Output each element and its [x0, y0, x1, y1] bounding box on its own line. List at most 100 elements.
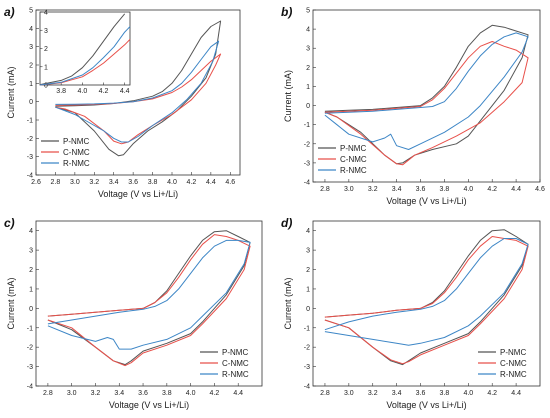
x-tick-label: 3.4	[392, 186, 402, 193]
series-line-c-nmc	[324, 236, 529, 365]
inset-x-tick-label: 4.4	[120, 88, 130, 95]
x-tick-label: 3.2	[368, 186, 378, 193]
y-tick-label: 2	[29, 267, 33, 274]
x-tick-label: 4.0	[167, 179, 177, 186]
x-tick-label: 3.4	[392, 390, 402, 397]
y-tick-label: 1	[29, 81, 33, 88]
inset-y-tick-label: 3	[44, 28, 48, 35]
y-axis-title: Current (mA)	[283, 277, 293, 329]
x-axis-title: Voltage (V vs Li+/Li)	[386, 400, 466, 410]
panel-label: d)	[281, 216, 292, 230]
y-axis-title: Current (mA)	[6, 66, 16, 118]
y-tick-label: 0	[306, 306, 310, 313]
y-tick-label: -2	[27, 136, 33, 143]
plot-frame	[35, 220, 263, 387]
x-tick-label: 3.8	[440, 390, 450, 397]
y-tick-label: -1	[27, 325, 33, 332]
inset-series-line-r-nmc	[39, 26, 131, 86]
x-tick-label: 3.0	[344, 186, 354, 193]
y-tick-label: 1	[306, 84, 310, 91]
x-tick-label: 4.2	[487, 390, 497, 397]
y-tick-label: -1	[304, 325, 310, 332]
y-tick-label: -2	[304, 141, 310, 148]
x-tick-label: 3.4	[114, 390, 124, 397]
y-tick-label: 3	[29, 44, 33, 51]
y-tick-label: 3	[306, 46, 310, 53]
inset-y-tick-label: 0	[44, 83, 48, 90]
inset-x-tick-label: 4.0	[77, 88, 87, 95]
y-tick-label: -4	[304, 180, 310, 187]
y-tick-label: -1	[304, 122, 310, 129]
series-line-r-nmc	[55, 40, 220, 143]
x-axis-title: Voltage (V vs Li+/Li)	[109, 400, 189, 410]
y-tick-label: 5	[306, 8, 310, 15]
legend-label-r-nmc: R-NMC	[500, 370, 527, 379]
inset-y-tick-label: 1	[44, 64, 48, 71]
y-tick-label: 1	[306, 286, 310, 293]
y-tick-label: 0	[306, 103, 310, 110]
legend-label-p-nmc: P-NMC	[500, 348, 526, 357]
inset-series-line-p-nmc	[39, 13, 126, 86]
plot-frame	[312, 9, 541, 183]
legend-label-p-nmc: P-NMC	[63, 137, 89, 146]
y-tick-label: 4	[29, 228, 33, 235]
series-line-c-nmc	[324, 41, 529, 166]
x-tick-label: 4.2	[210, 390, 220, 397]
x-tick-label: 4.6	[535, 186, 545, 193]
y-axis-title: Current (mA)	[6, 277, 16, 329]
series-line-p-nmc	[324, 24, 529, 165]
legend-label-c-nmc: C-NMC	[340, 155, 367, 164]
x-tick-label: 2.8	[51, 179, 61, 186]
x-tick-label: 2.8	[43, 390, 53, 397]
y-tick-label: 2	[306, 267, 310, 274]
x-tick-label: 4.0	[463, 186, 473, 193]
x-tick-label: 2.8	[320, 390, 330, 397]
x-tick-label: 3.6	[128, 179, 138, 186]
inset-y-tick-label: 2	[44, 46, 48, 53]
y-tick-label: 4	[29, 26, 33, 33]
legend-label-c-nmc: C-NMC	[222, 359, 249, 368]
x-tick-label: 3.0	[70, 179, 80, 186]
series-line-r-nmc	[324, 32, 529, 150]
x-tick-label: 3.2	[89, 179, 99, 186]
x-tick-label: 4.0	[463, 390, 473, 397]
x-tick-label: 2.6	[31, 179, 41, 186]
x-tick-label: 3.6	[416, 186, 426, 193]
inset-x-tick-label: 4.2	[99, 88, 109, 95]
cv-panel-d: 2.8 3.0 3.2 3.4 3.6 3.8 4.0 4.2 4.4 -4 -3 -2 -1 0 1 2 3 4…	[281, 216, 541, 410]
x-tick-label: 4.4	[233, 390, 243, 397]
x-tick-label: 4.2	[187, 179, 197, 186]
y-tick-label: 2	[29, 63, 33, 70]
x-tick-label: 3.4	[109, 179, 119, 186]
inset-plot: 3.8 4.0 4.2 4.4 0 1 2 3 4	[39, 10, 131, 95]
y-tick-label: 4	[306, 27, 310, 34]
inset-x-tick-label: 3.8	[56, 88, 66, 95]
x-tick-label: 4.6	[225, 179, 235, 186]
series-line-p-nmc	[324, 229, 529, 366]
y-tick-label: -3	[27, 364, 33, 371]
x-tick-label: 3.2	[368, 390, 378, 397]
x-tick-label: 3.6	[138, 390, 148, 397]
legend-label-r-nmc: R-NMC	[340, 166, 367, 175]
legend-label-p-nmc: P-NMC	[340, 144, 366, 153]
x-tick-label: 4.2	[487, 186, 497, 193]
inset-y-tick-label: 4	[44, 10, 48, 17]
legend-label-r-nmc: R-NMC	[63, 159, 90, 168]
y-tick-label: -2	[27, 345, 33, 352]
x-tick-label: 3.8	[148, 179, 158, 186]
series-line-p-nmc	[55, 20, 222, 157]
legend-label-r-nmc: R-NMC	[222, 370, 249, 379]
x-tick-label: 3.0	[67, 390, 77, 397]
legend-label-c-nmc: C-NMC	[500, 359, 527, 368]
y-tick-label: -4	[304, 384, 310, 391]
inset-series-line-c-nmc	[39, 39, 131, 86]
x-tick-label: 4.4	[511, 186, 521, 193]
y-tick-label: 5	[29, 8, 33, 15]
series-line-c-nmc	[47, 234, 251, 367]
legend-label-p-nmc: P-NMC	[222, 348, 248, 357]
y-tick-label: -3	[304, 364, 310, 371]
x-tick-label: 4.4	[206, 179, 216, 186]
y-tick-label: 0	[29, 99, 33, 106]
plot-frame	[35, 9, 241, 176]
